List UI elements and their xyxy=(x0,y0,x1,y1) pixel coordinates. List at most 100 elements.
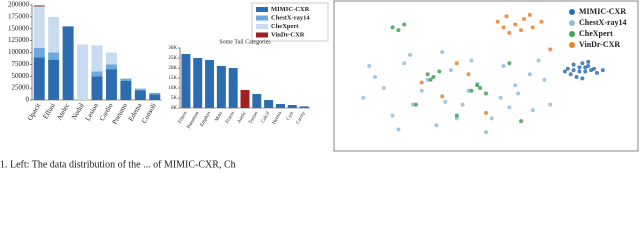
scatter-point xyxy=(571,62,576,67)
bar-segment xyxy=(120,78,132,81)
bar-segment xyxy=(48,52,60,60)
bar-segment xyxy=(105,69,117,100)
scatter-point xyxy=(542,77,547,82)
scatter-point xyxy=(539,19,544,24)
scatter-point xyxy=(586,63,591,68)
bar-segment xyxy=(33,6,45,48)
y-tick-label: 100000 xyxy=(8,48,30,56)
scatter-point xyxy=(583,69,588,74)
bar-segment xyxy=(91,71,103,77)
x-tick-label: Fractu xyxy=(225,111,236,125)
legend-swatch xyxy=(256,24,268,29)
legend-marker xyxy=(569,9,575,15)
scatter-point xyxy=(431,75,436,79)
scatter-point xyxy=(594,70,599,75)
y-tick-label: 125000 xyxy=(8,36,30,44)
scatter-point xyxy=(448,68,453,73)
legend-swatch xyxy=(256,7,268,12)
y-tick-label: 10K xyxy=(168,86,177,91)
scatter-point xyxy=(501,63,506,68)
x-tick-label: Opacit xyxy=(26,102,42,122)
x-tick-label: Cyst xyxy=(286,111,295,122)
scatter-point xyxy=(580,76,585,81)
scatter-point xyxy=(396,28,401,33)
bar-segment xyxy=(48,16,60,53)
scatter-point xyxy=(580,61,585,66)
bar-segment xyxy=(193,58,203,108)
scatter-point xyxy=(413,102,418,107)
bar-segment xyxy=(48,59,60,100)
x-tick-label: Fibros xyxy=(178,111,189,125)
bar-segment xyxy=(149,94,161,100)
figure: 1. Left: The data distribution of the ..… xyxy=(0,0,639,170)
scatter-point xyxy=(565,66,570,71)
bar-segment xyxy=(134,89,146,91)
scatter-point xyxy=(454,113,459,118)
scatter-point xyxy=(396,127,401,132)
legend-swatch xyxy=(256,32,268,38)
bar-segment xyxy=(181,54,191,108)
x-tick-label: Pneumon xyxy=(187,111,201,130)
bar-segment xyxy=(105,52,117,65)
bar-segment xyxy=(299,106,309,108)
bar-segment xyxy=(134,88,146,90)
y-tick-label: 30K xyxy=(168,46,177,51)
scatter-point xyxy=(454,61,459,66)
scatter-point xyxy=(361,95,366,100)
scatter-point xyxy=(484,110,488,115)
right-panel-frame xyxy=(333,0,639,152)
legend-label: MIMIC-CXR xyxy=(579,7,626,16)
scatter-point xyxy=(402,61,407,66)
y-tick-label: 5K xyxy=(171,96,178,101)
scatter-point xyxy=(484,130,488,135)
legend-label: ChestX-ray14 xyxy=(271,14,310,21)
bar-segment xyxy=(33,47,45,58)
scatter-point xyxy=(408,52,413,57)
bar-segment xyxy=(120,81,132,100)
scatter-point xyxy=(521,17,526,22)
scatter-point xyxy=(592,66,597,71)
scatter-point xyxy=(428,77,433,82)
bar-segment xyxy=(33,57,45,100)
bar-segment xyxy=(134,90,146,100)
scatter-point xyxy=(434,123,439,128)
x-tick-label: Atelec xyxy=(55,102,71,122)
bar-segment xyxy=(216,66,226,108)
scatter-point xyxy=(513,83,518,88)
scatter-point xyxy=(571,68,576,73)
scatter-point xyxy=(577,65,582,70)
scatter-point xyxy=(454,116,459,121)
y-tick-label: 15K xyxy=(168,76,177,81)
y-tick-label: 75000 xyxy=(12,60,30,68)
bar-segment xyxy=(91,45,103,72)
scatter-point xyxy=(460,102,465,107)
bar-segment xyxy=(91,76,103,100)
legend-label: CheXpert xyxy=(271,23,299,30)
scatter-point xyxy=(373,75,378,79)
y-tick-label: 0 xyxy=(26,96,30,104)
x-tick-label: Pneumo xyxy=(111,101,130,125)
bar-segment xyxy=(287,105,297,108)
y-tick-label: 25K xyxy=(168,56,177,61)
x-tick-label: Mass xyxy=(214,111,224,123)
bar-segment xyxy=(105,64,117,70)
x-tick-label: Hernia xyxy=(272,110,284,125)
scatter-point xyxy=(367,63,372,68)
scatter-point xyxy=(516,91,521,96)
caption: 1. Left: The data distribution of the ..… xyxy=(0,159,236,170)
y-tick-label: 20K xyxy=(168,66,177,71)
bar-segment xyxy=(205,60,215,108)
legend-marker xyxy=(569,42,575,48)
bar-segment xyxy=(275,104,285,108)
legend-swatch xyxy=(256,15,268,21)
scatter-point xyxy=(577,69,582,74)
scatter-point xyxy=(411,102,415,107)
y-tick-label: 150000 xyxy=(8,24,30,32)
scatter-point xyxy=(498,95,503,100)
page: {"chart_data": [ {"type": "bar", "stacke… xyxy=(0,0,640,171)
scatter-point xyxy=(507,30,512,35)
scatter-point xyxy=(562,69,567,74)
scatter-point xyxy=(586,59,591,64)
x-tick-label: Aortic xyxy=(237,110,248,124)
scatter-point xyxy=(489,116,494,121)
